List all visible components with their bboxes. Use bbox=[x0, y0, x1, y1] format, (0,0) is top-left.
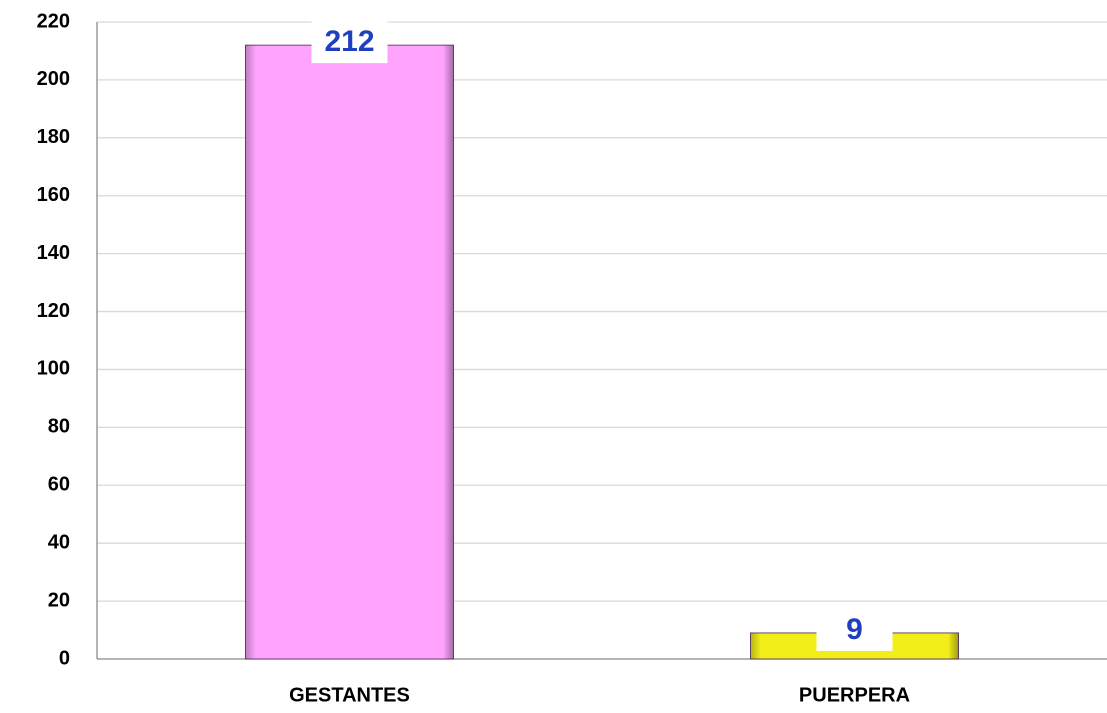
y-tick-label: 60 bbox=[48, 474, 70, 496]
y-tick-label: 200 bbox=[37, 68, 70, 90]
x-tick-label: GESTANTES bbox=[289, 684, 410, 706]
y-tick-label: 220 bbox=[37, 10, 70, 32]
x-tick-label: PUERPERA bbox=[799, 684, 910, 706]
y-tick-label: 100 bbox=[37, 358, 70, 380]
value-label: 212 bbox=[324, 25, 374, 58]
value-label-box bbox=[816, 608, 893, 651]
value-label: 9 bbox=[846, 613, 863, 646]
y-tick-label: 20 bbox=[48, 589, 70, 611]
y-tick-label: 140 bbox=[37, 242, 70, 264]
y-tick-label: 160 bbox=[37, 184, 70, 206]
value-label-box bbox=[311, 21, 388, 64]
y-tick-label: 40 bbox=[48, 531, 70, 553]
y-tick-label: 80 bbox=[48, 416, 70, 438]
y-tick-label: 120 bbox=[37, 300, 70, 322]
y-tick-label: 0 bbox=[59, 647, 70, 669]
y-tick-label: 180 bbox=[37, 126, 70, 148]
bar-shade bbox=[245, 45, 454, 659]
